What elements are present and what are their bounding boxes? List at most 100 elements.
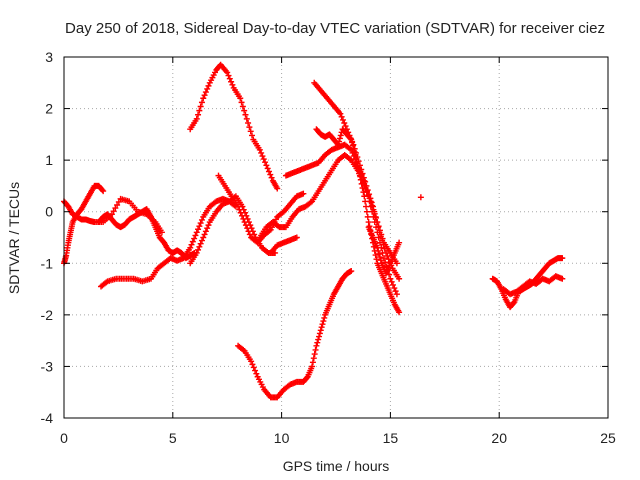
series-arc-o — [365, 224, 403, 277]
y-tick-label: -2 — [41, 307, 54, 323]
data-point — [114, 202, 121, 209]
data-point — [241, 219, 248, 226]
data-point — [361, 193, 368, 200]
chart-title: Day 250 of 2018, Sidereal Day-to-day VTE… — [65, 20, 605, 37]
data-point — [228, 78, 235, 85]
data-point — [300, 190, 307, 197]
data-point — [235, 203, 242, 210]
data-point — [195, 111, 202, 118]
data-point — [359, 184, 366, 191]
data-point — [263, 162, 270, 169]
data-point — [360, 174, 367, 181]
data-point — [314, 339, 321, 346]
data-point — [383, 249, 390, 256]
data-point — [335, 141, 342, 148]
data-point — [376, 254, 383, 261]
data-point — [350, 141, 357, 148]
data-point — [346, 132, 353, 139]
data-point — [236, 206, 243, 213]
data-point — [345, 129, 352, 136]
data-point — [354, 154, 361, 161]
data-point — [198, 237, 205, 244]
data-point — [192, 232, 199, 239]
data-point — [202, 89, 209, 96]
data-point — [198, 99, 205, 106]
data-point — [374, 244, 381, 251]
data-point — [358, 166, 365, 173]
data-point — [355, 158, 362, 165]
data-point — [252, 367, 259, 374]
data-point — [367, 195, 374, 202]
series-arc-d — [95, 206, 198, 262]
data-point — [337, 110, 344, 117]
data-point — [242, 222, 249, 229]
data-point — [310, 355, 317, 362]
data-point — [245, 228, 252, 235]
data-point — [188, 241, 195, 248]
data-point — [363, 188, 370, 195]
data-point — [365, 219, 372, 226]
data-point — [258, 149, 265, 156]
data-point — [313, 342, 320, 349]
series-arc-e — [97, 195, 239, 290]
data-point — [259, 153, 266, 160]
data-point — [196, 243, 203, 250]
data-point — [377, 233, 384, 240]
series-arc-g — [187, 61, 281, 192]
data-point — [337, 132, 344, 139]
data-point — [312, 346, 319, 353]
data-point — [376, 229, 383, 236]
data-point — [197, 103, 204, 110]
data-point — [359, 170, 366, 177]
data-point — [225, 72, 232, 79]
data-point — [369, 203, 376, 210]
data-point — [317, 327, 324, 334]
data-point — [189, 238, 196, 245]
data-point — [238, 99, 245, 106]
data-point — [358, 180, 365, 187]
data-point — [360, 189, 367, 196]
data-point — [343, 126, 350, 133]
data-point — [559, 275, 566, 282]
data-point — [237, 95, 244, 102]
data-point — [247, 128, 254, 135]
data-point — [274, 185, 281, 192]
data-point — [372, 252, 379, 259]
data-point — [262, 159, 269, 166]
data-point — [246, 231, 253, 238]
data-point — [396, 239, 403, 246]
data-point — [363, 203, 370, 210]
data-point — [197, 240, 204, 247]
data-point — [200, 234, 207, 241]
axis-ticks: 0 5 10 15 20 25 -4 -3 -2 -1 0 1 2 3 — [41, 49, 616, 446]
data-point — [386, 271, 393, 278]
x-axis-label: GPS time / hours — [283, 458, 390, 474]
data-point — [338, 113, 345, 120]
data-point — [250, 364, 257, 371]
data-point — [248, 358, 255, 365]
data-point — [362, 198, 369, 205]
data-point — [196, 223, 203, 230]
data-point — [239, 103, 246, 110]
data-point — [348, 268, 355, 275]
y-tick-label: 1 — [45, 152, 53, 168]
data-point — [318, 324, 325, 331]
data-point — [309, 363, 316, 370]
data-point — [198, 216, 205, 223]
data-point — [356, 162, 363, 169]
x-tick-label: 5 — [169, 430, 177, 446]
data-point — [380, 255, 387, 262]
data-point — [249, 361, 256, 368]
y-tick-label: 0 — [45, 204, 53, 220]
y-axis-label: SDTVAR / TECUs — [6, 182, 22, 294]
data-point — [201, 231, 208, 238]
data-point — [321, 314, 328, 321]
data-point — [245, 120, 252, 127]
data-point — [315, 336, 322, 343]
data-point — [249, 132, 256, 139]
data-point — [510, 299, 517, 306]
data-point — [202, 228, 209, 235]
data-points — [61, 61, 566, 401]
data-point — [196, 107, 203, 114]
